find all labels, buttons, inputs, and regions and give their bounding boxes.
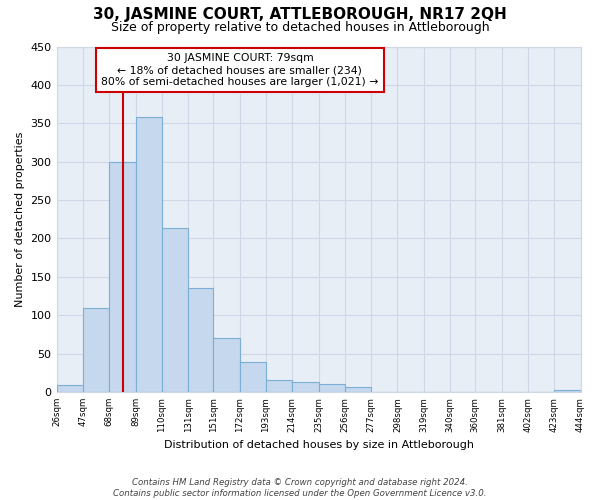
Bar: [188, 288, 213, 392]
Text: 30 JASMINE COURT: 79sqm
← 18% of detached houses are smaller (234)
80% of semi-d: 30 JASMINE COURT: 79sqm ← 18% of detache…: [101, 54, 379, 86]
Bar: [554, 390, 581, 392]
Bar: [319, 384, 345, 392]
Bar: [83, 308, 109, 392]
Bar: [292, 382, 319, 392]
Bar: [136, 117, 162, 392]
Text: 30, JASMINE COURT, ATTLEBOROUGH, NR17 2QH: 30, JASMINE COURT, ATTLEBOROUGH, NR17 2Q…: [93, 8, 507, 22]
Text: Size of property relative to detached houses in Attleborough: Size of property relative to detached ho…: [110, 22, 490, 35]
Bar: [345, 388, 371, 392]
Text: Contains HM Land Registry data © Crown copyright and database right 2024.
Contai: Contains HM Land Registry data © Crown c…: [113, 478, 487, 498]
Bar: [109, 162, 136, 392]
Bar: [239, 362, 266, 392]
Y-axis label: Number of detached properties: Number of detached properties: [15, 132, 25, 307]
X-axis label: Distribution of detached houses by size in Attleborough: Distribution of detached houses by size …: [164, 440, 473, 450]
Bar: [56, 385, 83, 392]
Bar: [213, 338, 239, 392]
Bar: [266, 380, 292, 392]
Bar: [162, 228, 188, 392]
